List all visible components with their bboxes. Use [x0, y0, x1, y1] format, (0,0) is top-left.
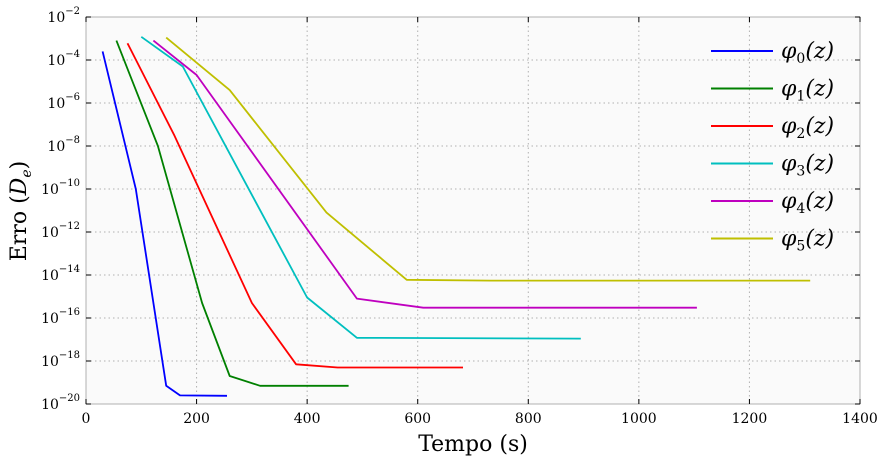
legend-subscript: 2 — [796, 126, 805, 142]
y-axis-title-sub: e — [19, 169, 35, 177]
y-tick-labels: 10−2010−1810−1610−1410−1210−1010−810−610… — [41, 6, 80, 413]
legend-argument: (z) — [805, 189, 834, 214]
x-tick-label: 0 — [82, 411, 91, 427]
x-tick-label: 600 — [404, 411, 431, 427]
y-tick-label: 10−10 — [41, 178, 80, 198]
y-tick-base: 10 — [41, 268, 59, 284]
y-axis-title-math: D — [7, 177, 32, 196]
y-tick-exponent: −4 — [65, 49, 80, 60]
series-line-3 — [140, 36, 581, 340]
y-tick-base: 10 — [41, 225, 59, 241]
y-tick-base: 10 — [41, 397, 59, 413]
x-tick-label: 1200 — [732, 411, 768, 427]
legend-name: φ — [781, 152, 797, 177]
y-tick-exponent: −18 — [59, 350, 80, 361]
series-line-1 — [115, 40, 349, 387]
x-tick-label: 800 — [515, 411, 542, 427]
legend-name: φ — [781, 39, 797, 64]
y-tick-label: 10−4 — [47, 49, 80, 69]
y-tick-exponent: −20 — [59, 393, 80, 404]
y-tick-base: 10 — [47, 10, 65, 26]
legend-subscript: 5 — [796, 239, 805, 255]
x-tick-label: 200 — [183, 411, 210, 427]
legend-label-5: φ5(z) — [781, 227, 834, 255]
x-tick-label: 1400 — [842, 411, 878, 427]
plot-frame — [85, 16, 861, 405]
series-line-2 — [126, 42, 463, 369]
legend-name: φ — [781, 77, 797, 102]
legend-subscript: 3 — [796, 164, 805, 180]
x-tick-label: 1000 — [621, 411, 657, 427]
y-tick-exponent: −12 — [59, 221, 80, 232]
y-tick-exponent: −2 — [65, 6, 80, 17]
legend-name: φ — [781, 114, 797, 139]
series-line-4 — [152, 39, 697, 309]
y-tick-exponent: −16 — [59, 307, 80, 318]
y-tick-label: 10−20 — [41, 393, 80, 413]
series-layer — [101, 36, 811, 397]
legend: φ0(z)φ1(z)φ2(z)φ3(z)φ4(z)φ5(z) — [711, 39, 834, 255]
x-tick-labels: 0 200 400 600 800 1000 1200 1400 — [82, 411, 878, 427]
legend-subscript: 0 — [796, 51, 805, 67]
legend-argument: (z) — [805, 227, 834, 252]
legend-name: φ — [781, 227, 797, 252]
y-tick-base: 10 — [47, 96, 65, 112]
y-axis-title-suffix: ) — [7, 161, 32, 170]
y-tick-label: 10−12 — [41, 221, 80, 241]
plot-background — [86, 17, 860, 404]
legend-name: φ — [781, 189, 797, 214]
legend-argument: (z) — [805, 114, 834, 139]
y-tick-base: 10 — [41, 182, 59, 198]
grid — [86, 17, 860, 404]
legend-label-3: φ3(z) — [781, 152, 834, 180]
y-tick-label: 10−6 — [47, 92, 80, 112]
y-axis-title: Erro (De) — [7, 161, 35, 261]
y-tick-label: 10−8 — [47, 135, 80, 155]
y-tick-label: 10−16 — [41, 307, 80, 327]
legend-label-0: φ0(z) — [781, 39, 834, 67]
y-tick-exponent: −14 — [59, 264, 80, 275]
legend-argument: (z) — [805, 152, 834, 177]
legend-argument: (z) — [805, 39, 834, 64]
y-tick-base: 10 — [41, 354, 59, 370]
legend-subscript: 1 — [796, 89, 805, 105]
y-tick-exponent: −8 — [65, 135, 80, 146]
y-tick-base: 10 — [47, 53, 65, 69]
series-line-5 — [165, 36, 811, 282]
y-tick-base: 10 — [41, 311, 59, 327]
legend-subscript: 4 — [796, 201, 805, 217]
y-tick-label: 10−14 — [41, 264, 80, 284]
x-tick-label: 400 — [294, 411, 321, 427]
x-axis-title: Tempo (s) — [418, 432, 528, 457]
legend-argument: (z) — [805, 77, 834, 102]
y-tick-exponent: −6 — [65, 92, 80, 103]
y-tick-base: 10 — [47, 139, 65, 155]
ticks — [85, 16, 861, 405]
y-tick-exponent: −10 — [59, 178, 80, 189]
y-tick-label: 10−2 — [47, 6, 80, 26]
y-tick-label: 10−18 — [41, 350, 80, 370]
legend-label-1: φ1(z) — [781, 77, 834, 105]
y-axis-title-prefix: Erro ( — [7, 195, 32, 261]
series-line-0 — [101, 51, 228, 397]
legend-label-2: φ2(z) — [781, 114, 834, 142]
legend-label-4: φ4(z) — [781, 189, 834, 217]
